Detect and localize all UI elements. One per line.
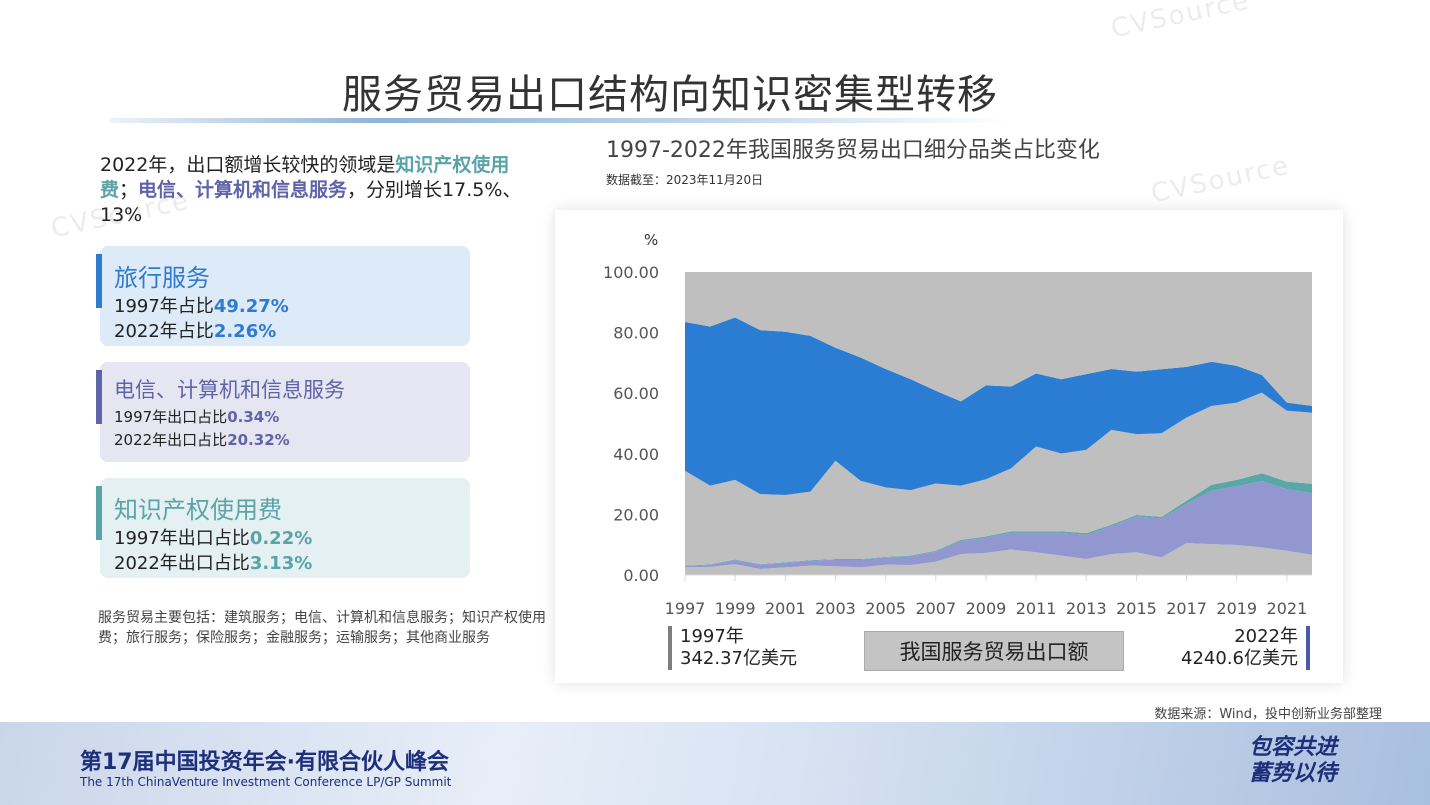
card-line-value: 0.22%	[249, 528, 313, 549]
card-accent-bar	[96, 370, 102, 424]
y-tick-label: 0.00	[623, 566, 659, 585]
x-tick-label: 1997	[665, 599, 706, 618]
card-line: 2022年占比2.26%	[114, 317, 276, 343]
y-tick-label: 60.00	[613, 384, 659, 403]
summary-highlight-telecom: 电信、计算机和信息服务	[138, 179, 348, 201]
area-series-3	[685, 473, 1312, 567]
y-axis-unit: %	[644, 231, 658, 249]
x-tick-label: 2005	[865, 599, 906, 618]
data-as-of: 数据截至：2023年11月20日	[606, 173, 764, 187]
chart-title: 1997-2022年我国服务贸易出口细分品类占比变化	[606, 138, 1100, 163]
start-year: 1997年	[680, 626, 744, 647]
y-tick-label: 20.00	[613, 505, 659, 524]
x-tick-label: 2019	[1216, 599, 1257, 618]
footer-banner	[0, 722, 1430, 805]
summary-highlight-ip: 知识产权使用费	[100, 154, 510, 201]
end-value: 4240.6亿美元	[1181, 648, 1298, 669]
footer-title-en: The 17th ChinaVenture Investment Confere…	[80, 775, 452, 789]
card-line: 2022年出口占比20.32%	[114, 429, 290, 450]
summary-part: ；	[119, 179, 139, 201]
card-line-label: 1997年占比	[114, 296, 214, 317]
card-title: 电信、计算机和信息服务	[114, 378, 345, 402]
card-line-label: 1997年出口占比	[114, 528, 250, 549]
card-line: 1997年出口占比0.34%	[114, 406, 279, 427]
x-tick-label: 2001	[765, 599, 806, 618]
card-title: 旅行服务	[114, 264, 210, 292]
card-line-label: 2022年出口占比	[114, 431, 228, 449]
end-total-label: 2022年 4240.6亿美元	[1150, 626, 1310, 670]
page-title: 服务贸易出口结构向知识密集型转移	[342, 72, 998, 118]
card-line-label: 2022年出口占比	[114, 553, 250, 574]
card-line-label: 1997年出口占比	[114, 408, 228, 426]
card-line: 2022年出口占比3.13%	[114, 549, 312, 575]
card-ip-fees: 知识产权使用费 1997年出口占比0.22% 2022年出口占比3.13%	[96, 478, 470, 578]
summary-text: 2022年，出口额增长较快的领域是知识产权使用费；电信、计算机和信息服务，分别增…	[100, 153, 540, 228]
start-value: 342.37亿美元	[680, 648, 797, 669]
card-line-value: 0.34%	[227, 408, 280, 426]
card-line-label: 2022年占比	[114, 321, 214, 342]
area-series-6	[685, 272, 1312, 406]
total-exports-label: 我国服务贸易出口额	[864, 631, 1124, 671]
card-line: 1997年占比49.27%	[114, 292, 289, 318]
card-travel: 旅行服务 1997年占比49.27% 2022年占比2.26%	[96, 246, 470, 346]
services-note: 服务贸易主要包括：建筑服务；电信、计算机和信息服务；知识产权使用费；旅行服务；保…	[98, 610, 546, 646]
area-series-1	[685, 543, 1312, 575]
card-line-value: 3.13%	[249, 553, 313, 574]
x-tick-label: 2021	[1267, 599, 1308, 618]
slogan-logo: 包容共进 蓄势以待	[1248, 734, 1337, 786]
x-tick-label: 2009	[966, 599, 1007, 618]
summary-part: ，分别增长17.5%、13%	[100, 179, 522, 226]
card-accent-bar	[96, 254, 102, 308]
y-tick-label: 100.00	[603, 263, 659, 282]
start-total-label: 1997年 342.37亿美元	[668, 626, 797, 670]
card-line-value: 2.26%	[213, 321, 277, 342]
card-accent-bar	[96, 486, 102, 540]
summary-part: 2022年，出口额增长较快的领域是	[100, 154, 396, 176]
card-line-value: 20.32%	[227, 431, 290, 449]
x-tick-label: 2003	[815, 599, 856, 618]
area-series-2	[685, 481, 1312, 569]
card-telecom: 电信、计算机和信息服务 1997年出口占比0.34% 2022年出口占比20.3…	[96, 362, 470, 462]
x-tick-label: 2015	[1116, 599, 1157, 618]
card-line: 1997年出口占比0.22%	[114, 524, 312, 550]
end-year: 2022年	[1234, 626, 1298, 647]
area-series-5	[685, 317, 1312, 496]
x-tick-label: 2013	[1066, 599, 1107, 618]
x-tick-label: 2017	[1166, 599, 1207, 618]
card-title: 知识产权使用费	[114, 496, 282, 524]
y-tick-label: 40.00	[613, 445, 659, 464]
x-tick-label: 2011	[1016, 599, 1057, 618]
card-line-value: 49.27%	[213, 296, 289, 317]
area-series-4	[685, 392, 1312, 566]
x-tick-label: 1999	[715, 599, 756, 618]
footer-title-cn: 第17届中国投资年会·有限合伙人峰会	[80, 750, 449, 775]
y-tick-label: 80.00	[613, 324, 659, 343]
title-underline	[110, 118, 1010, 123]
data-source: 数据来源：Wind，投中创新业务部整理	[1154, 707, 1382, 722]
x-tick-label: 2007	[915, 599, 956, 618]
